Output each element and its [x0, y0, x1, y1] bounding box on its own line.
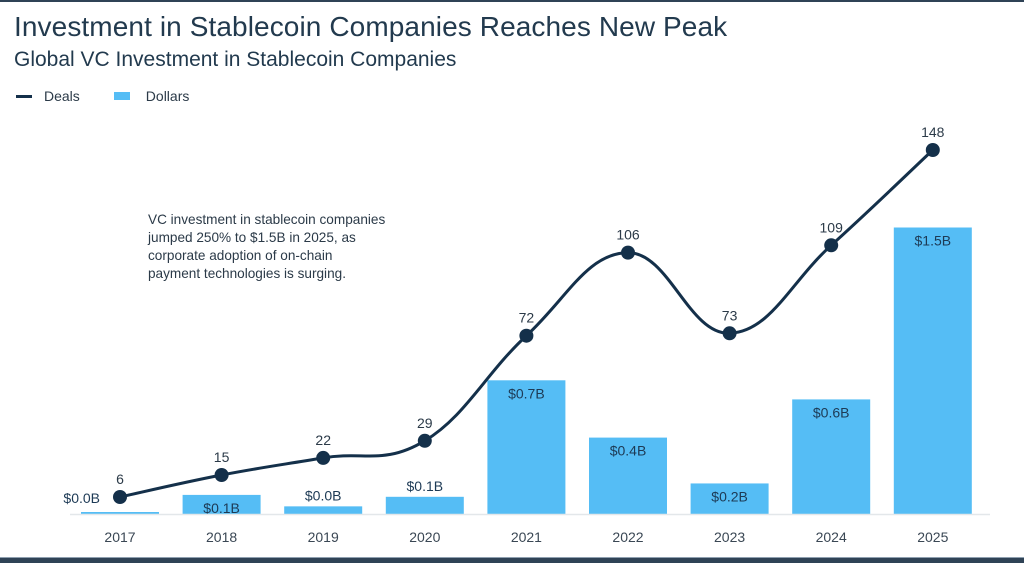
bar-2019: [284, 506, 363, 514]
bar-2018: [182, 494, 261, 514]
x-tick-2020: 2020: [409, 529, 440, 545]
deal-point-2025: [925, 143, 940, 157]
deal-point-2021: [519, 328, 534, 343]
bar-2024: [792, 399, 871, 514]
bar-2017: [81, 512, 159, 514]
bar-label-2019: $0.0B: [305, 487, 342, 503]
deal-point-2018: [214, 468, 229, 483]
deal-point-2022: [621, 245, 635, 260]
bar-label-2021: $0.7B: [508, 385, 545, 401]
legend-item-deals: Deals: [16, 88, 80, 104]
deals-points: 6 15 22 29 72 106 73 109 148: [113, 124, 945, 504]
chart-subtitle: Global VC Investment in Stablecoin Compa…: [14, 48, 457, 71]
deal-point-2024: [824, 238, 839, 253]
deal-label-2017: 6: [116, 471, 124, 487]
bar-label-2017: $0.0B: [63, 490, 100, 506]
x-axis-ticks: 2017 2018 2019 2020 2021 2022 2023 2024 2025: [104, 529, 948, 545]
chart-title: Investment in Stablecoin Companies Reach…: [14, 11, 728, 42]
deal-point-2017: [113, 490, 127, 504]
bar-label-2025: $1.5B: [915, 233, 952, 249]
x-tick-2025: 2025: [917, 529, 948, 545]
bar-2022: [589, 437, 667, 514]
frame-top-border: [0, 0, 1024, 2]
bar-2023: [690, 483, 769, 514]
legend-label-dollars: Dollars: [145, 88, 190, 104]
deal-label-2018: 15: [214, 449, 230, 465]
deal-label-2020: 29: [417, 415, 433, 431]
bar-2021: [487, 380, 566, 514]
x-tick-2024: 2024: [816, 529, 847, 545]
bar-label-2020: $0.1B: [407, 478, 444, 494]
x-tick-2022: 2022: [612, 529, 643, 545]
deal-label-2025: 148: [921, 124, 945, 140]
line-swatch-icon: [16, 94, 32, 98]
x-tick-2023: 2023: [714, 529, 745, 545]
x-tick-2021: 2021: [511, 529, 542, 545]
chart-annotation: VC investment in stablecoin companies ju…: [148, 212, 386, 281]
legend-label-deals: Deals: [44, 88, 80, 104]
x-tick-2017: 2017: [104, 529, 135, 545]
deal-label-2022: 106: [616, 227, 640, 243]
bar-2025: [893, 227, 972, 514]
legend-item-dollars: Dollars: [113, 88, 190, 104]
bar-series-dollars: $0.0B $0.1B $0.0B $0.1B $0.7B $0.4B $0.2B $0.6B…: [63, 227, 972, 516]
frame-bottom-border: [0, 557, 1024, 563]
bar-label-2024: $0.6B: [813, 404, 850, 420]
deal-point-2020: [417, 433, 432, 448]
bar-label-2018: $0.1B: [203, 500, 240, 516]
x-tick-2018: 2018: [206, 529, 237, 545]
bar-label-2023: $0.2B: [711, 488, 748, 504]
deal-point-2019: [316, 450, 331, 465]
legend: Deals Dollars: [16, 88, 223, 104]
bar-2020: [385, 496, 464, 514]
bar-label-2022: $0.4B: [610, 443, 647, 459]
x-tick-2019: 2019: [308, 529, 339, 545]
deal-label-2024: 109: [820, 219, 844, 235]
deal-label-2023: 73: [722, 307, 738, 323]
bar-swatch-icon: [113, 92, 130, 100]
deal-label-2019: 22: [315, 432, 331, 448]
deal-point-2023: [722, 326, 737, 341]
line-series-deals: [119, 148, 934, 499]
deal-label-2021: 72: [519, 310, 535, 326]
